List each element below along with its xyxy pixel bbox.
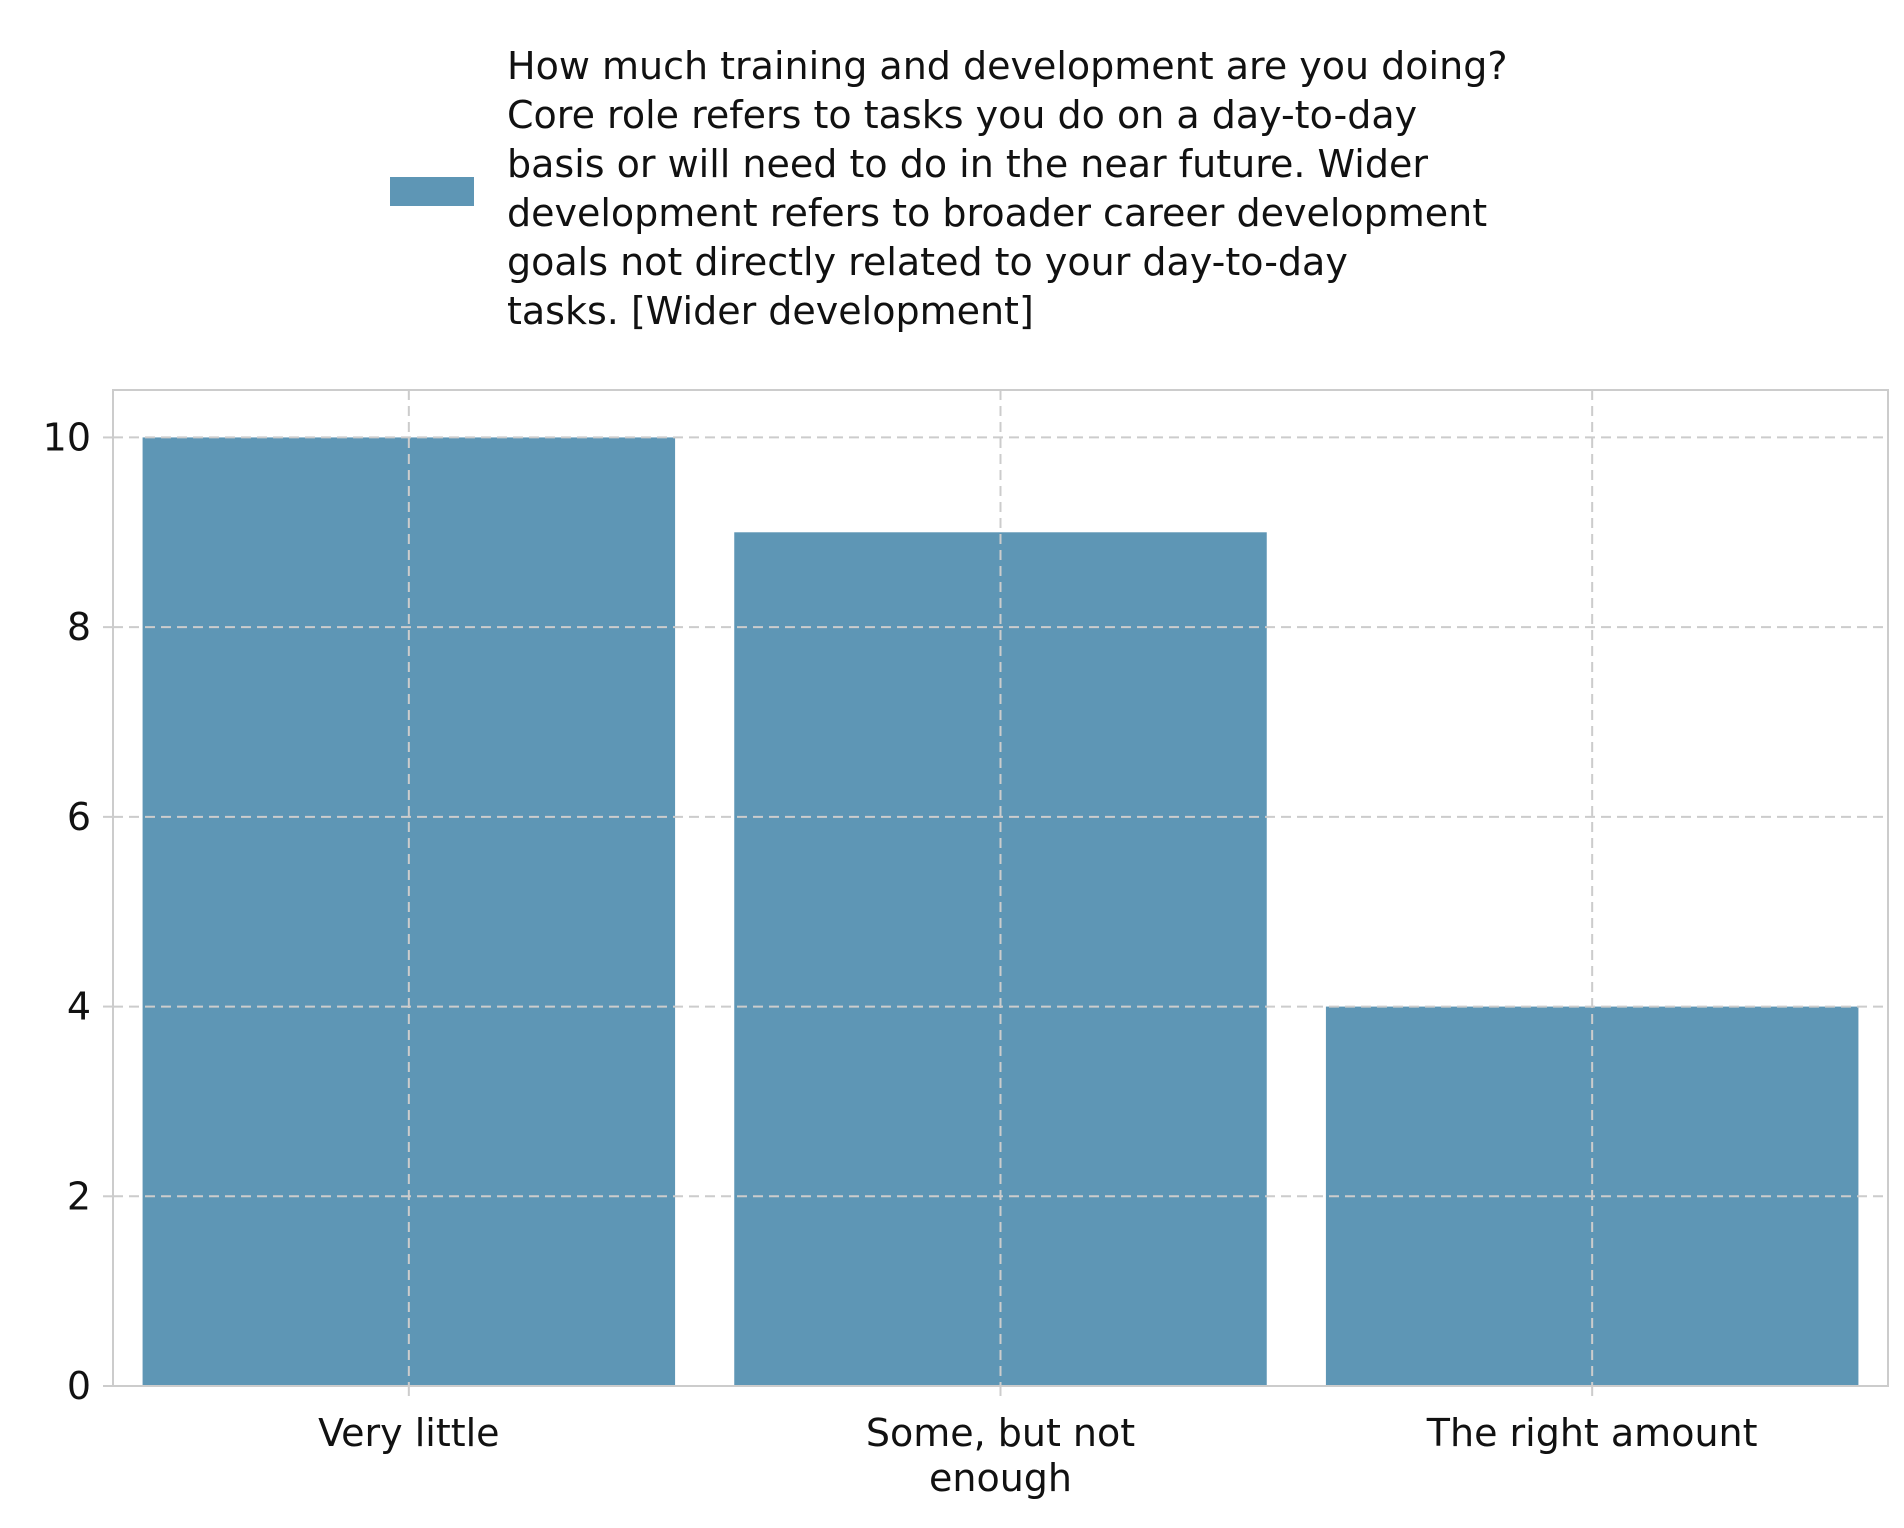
y-tick-label-0: 0 [67,1364,91,1408]
y-tick-label-1: 2 [67,1174,91,1218]
plot-area: 0 2 4 6 8 10 Very little Some, but not enough The… [43,389,1889,1500]
legend: How much training and development are yo… [390,44,1508,333]
x-tick-label-0: Very little [318,1411,499,1455]
legend-swatch [390,177,474,206]
y-tick-label-3: 6 [67,795,91,839]
x-tick-label-1: Some, but not enough [866,1411,1135,1500]
legend-label: How much training and development are yo… [507,44,1508,333]
y-tick-label-4: 8 [67,605,91,649]
x-tick-label-2: The right amount [1426,1411,1758,1455]
y-tick-label-5: 10 [43,415,91,459]
y-tick-label-2: 4 [67,985,91,1029]
